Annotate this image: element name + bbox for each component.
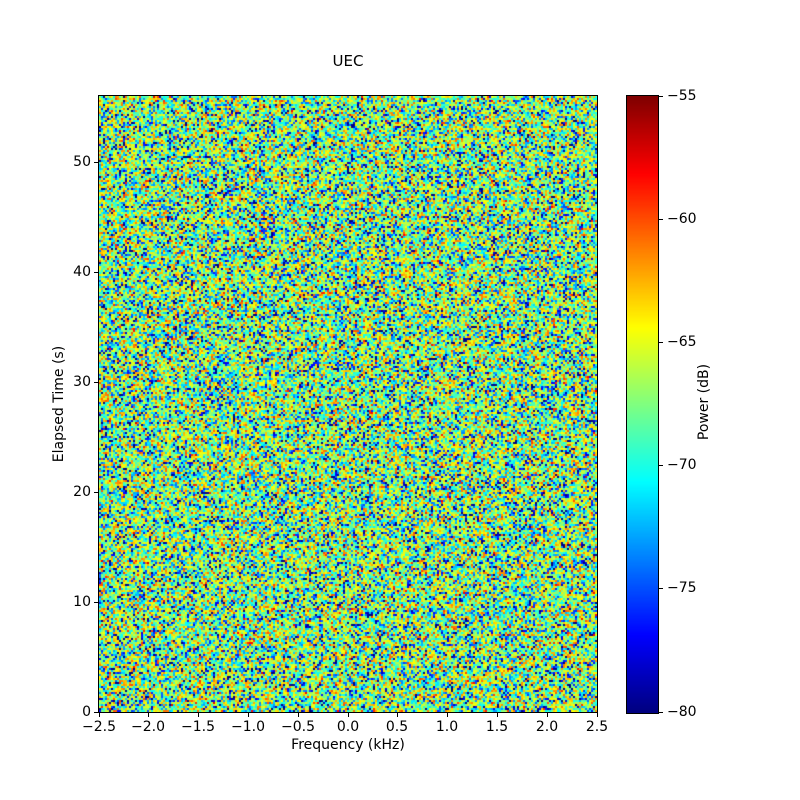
colorbar-gradient [627, 96, 658, 713]
x-tick-mark [298, 713, 299, 717]
spectrogram-noise-image [99, 96, 597, 712]
colorbar-tick-label: −65 [667, 334, 697, 350]
colorbar-tick-label: −70 [667, 457, 697, 473]
x-tick-label: 0.0 [336, 719, 360, 735]
colorbar-tick-mark [659, 588, 663, 589]
x-tick-mark [447, 713, 448, 717]
y-tick-label: 0 [82, 704, 91, 720]
colorbar [626, 95, 659, 714]
y-tick-mark [94, 712, 98, 713]
x-tick-mark [547, 713, 548, 717]
x-tick-label: −2.5 [82, 719, 116, 735]
x-tick-mark [497, 713, 498, 717]
x-tick-mark [248, 713, 249, 717]
x-tick-label: −1.5 [181, 719, 215, 735]
y-axis-label: Elapsed Time (s) [51, 345, 67, 463]
x-tick-mark [148, 713, 149, 717]
x-tick-label: 1.0 [435, 719, 459, 735]
title-line-main: UEC [332, 52, 364, 70]
y-tick-label: 10 [73, 594, 91, 610]
colorbar-label: Power (dB) [696, 363, 712, 441]
colorbar-tick-mark [659, 219, 663, 220]
x-tick-label: 0.5 [385, 719, 409, 735]
x-tick-mark [397, 713, 398, 717]
x-tick-label: 1.5 [485, 719, 509, 735]
plot-area [98, 95, 598, 713]
x-tick-mark [198, 713, 199, 717]
x-axis-label: Frequency (kHz) [291, 737, 405, 753]
colorbar-tick-mark [659, 465, 663, 466]
x-tick-label: −2.0 [131, 719, 165, 735]
x-tick-mark [348, 713, 349, 717]
y-tick-mark [94, 602, 98, 603]
y-tick-label: 20 [73, 484, 91, 500]
x-tick-mark [597, 713, 598, 717]
y-tick-mark [94, 492, 98, 493]
x-tick-label: −0.5 [281, 719, 315, 735]
colorbar-tick-label: −80 [667, 704, 697, 720]
x-tick-label: −1.0 [231, 719, 265, 735]
y-tick-mark [94, 272, 98, 273]
y-tick-label: 50 [73, 154, 91, 170]
colorbar-tick-mark [659, 712, 663, 713]
colorbar-tick-mark [659, 342, 663, 343]
colorbar-tick-label: −60 [667, 211, 697, 227]
y-tick-label: 40 [73, 264, 91, 280]
x-tick-label: 2.5 [585, 719, 609, 735]
colorbar-tick-label: −75 [667, 580, 697, 596]
colorbar-tick-mark [659, 96, 663, 97]
y-tick-mark [94, 162, 98, 163]
colorbar-tick-label: −55 [667, 88, 697, 104]
y-tick-mark [94, 382, 98, 383]
x-tick-mark [99, 713, 100, 717]
x-tick-label: 2.0 [535, 719, 559, 735]
y-tick-label: 30 [73, 374, 91, 390]
